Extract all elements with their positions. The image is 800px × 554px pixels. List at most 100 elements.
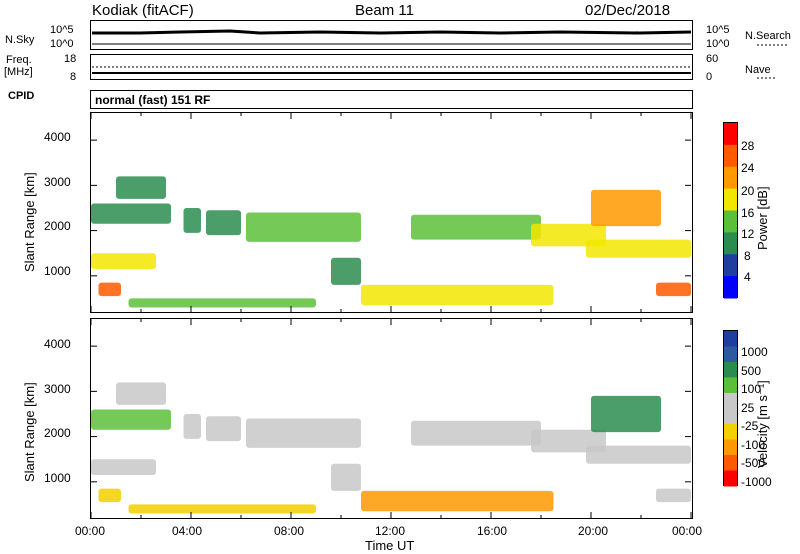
velocity-ytick: 4000 <box>44 337 71 351</box>
xtick: 16:00 <box>477 524 508 538</box>
power-echo-band <box>91 203 171 224</box>
noise-panel-frame <box>90 20 693 50</box>
velocity-colorbar-tick: -500 <box>741 456 766 470</box>
velocity-echo-band <box>206 416 241 442</box>
velocity-echo-band <box>411 420 541 446</box>
velocity-colorbar-tick: 100 <box>741 382 762 396</box>
power-colorbar-tick: 20 <box>741 184 755 198</box>
power-echo-band <box>116 176 166 199</box>
velocity-echo-band <box>246 418 361 448</box>
nsky-label: N.Sky <box>5 34 35 46</box>
nsearch-label: N.Search <box>745 30 791 42</box>
power-ytick: 4000 <box>44 130 71 144</box>
date-title: 02/Dec/2018 <box>585 2 671 19</box>
velocity-bands <box>91 382 691 514</box>
xtick: 20:00 <box>578 524 609 538</box>
velocity-colorbar-tick: 25 <box>741 401 755 415</box>
velocity-colorbar <box>724 331 737 487</box>
power-ytick: 2000 <box>44 219 71 233</box>
velocity-colorbar-segment <box>724 331 737 347</box>
power-colorbar-segment <box>724 232 737 255</box>
nsearch-top-tick: 10^5 <box>706 24 730 36</box>
beam-title: Beam 11 <box>355 2 414 19</box>
axis-ticks <box>90 113 692 518</box>
velocity-colorbar-tick: -25 <box>741 419 759 433</box>
power-echo-band <box>98 282 121 297</box>
power-echo-band <box>411 214 541 240</box>
velocity-colorbar-segment <box>724 362 737 378</box>
velocity-echo-band <box>183 413 201 439</box>
station-title: Kodiak (fitACF) <box>92 2 194 19</box>
power-colorbar-tick: 4 <box>744 270 751 284</box>
nsky-bottom-tick: 10^0 <box>50 38 74 50</box>
velocity-colorbar-segment <box>724 377 737 394</box>
cpid-panel-frame <box>90 90 693 109</box>
velocity-colorbar-segment <box>724 424 737 440</box>
power-colorbar-tick: 24 <box>741 161 755 175</box>
xtick: 00:00 <box>75 524 106 538</box>
velocity-ytick: 2000 <box>44 426 71 440</box>
power-echo-band <box>591 189 661 227</box>
power-ytick: 1000 <box>44 264 71 278</box>
xtick: 08:00 <box>274 524 305 538</box>
velocity-colorbar-tick: -1000 <box>741 475 772 489</box>
xtick: 00:00 <box>672 524 703 538</box>
velocity-echo-band <box>91 459 156 476</box>
power-echo-band <box>91 253 156 270</box>
velocity-echo-band <box>116 382 166 405</box>
velocity-echo-band <box>656 488 691 503</box>
power-echo-band <box>586 239 691 258</box>
velocity-colorbar-tick: -100 <box>741 438 766 452</box>
power-echo-band <box>128 298 316 308</box>
velocity-echo-band <box>331 463 361 491</box>
nave-label: Nave <box>745 64 771 76</box>
velocity-echo-band <box>361 490 554 512</box>
velocity-colorbar-segment <box>724 408 737 425</box>
power-colorbar-tick: 8 <box>744 249 751 263</box>
cpid-label: CPID <box>8 90 35 102</box>
velocity-echo-band <box>591 395 661 433</box>
velocity-echo-band <box>91 409 171 430</box>
velocity-colorbar-tick: 1000 <box>741 345 768 359</box>
xtick: 12:00 <box>375 524 406 538</box>
noise-sky-line <box>92 29 692 35</box>
power-echo-band <box>361 284 554 306</box>
velocity-colorbar-segment <box>724 455 737 471</box>
velocity-colorbar-segment <box>724 439 737 456</box>
x-axis-label: Time UT <box>365 538 415 553</box>
power-colorbar-segment <box>724 276 737 299</box>
power-colorbar-segment <box>724 188 737 211</box>
velocity-colorbar-segment <box>724 393 737 409</box>
power-ytick: 3000 <box>44 175 71 189</box>
power-colorbar-segment <box>724 254 737 277</box>
freq-top-tick: 18 <box>64 53 77 65</box>
power-echo-band <box>656 282 691 297</box>
power-echo-band <box>331 257 361 285</box>
xtick: 04:00 <box>172 524 203 538</box>
power-colorbar-segment <box>724 123 737 146</box>
power-panel-frame <box>90 112 693 313</box>
velocity-echo-band <box>586 445 691 464</box>
power-colorbar <box>724 123 737 299</box>
nsky-top-tick: 10^5 <box>50 24 74 36</box>
power-bands <box>91 176 691 308</box>
freq-unit-label: [MHz] <box>4 66 33 78</box>
velocity-colorbar-segment <box>724 470 737 487</box>
power-colorbar-segment <box>724 144 737 168</box>
velocity-colorbar-tick: 500 <box>741 364 762 378</box>
velocity-echo-band <box>128 504 316 514</box>
power-echo-band <box>246 212 361 242</box>
nave-bottom-tick: 0 <box>706 71 713 83</box>
cpid-text: normal (fast) 151 RF <box>95 93 211 107</box>
nsearch-bottom-tick: 10^0 <box>706 38 730 50</box>
power-colorbar-segment <box>724 210 737 233</box>
power-colorbar-tick: 12 <box>741 227 755 241</box>
freq-panel-frame <box>90 54 693 80</box>
power-colorbar-segment <box>724 166 737 190</box>
power-colorbar-tick: 28 <box>741 139 755 153</box>
velocity-echo-band <box>98 488 121 503</box>
velocity-ytick: 3000 <box>44 382 71 396</box>
velocity-panel-frame <box>90 318 693 519</box>
velocity-ytick: 1000 <box>44 471 71 485</box>
